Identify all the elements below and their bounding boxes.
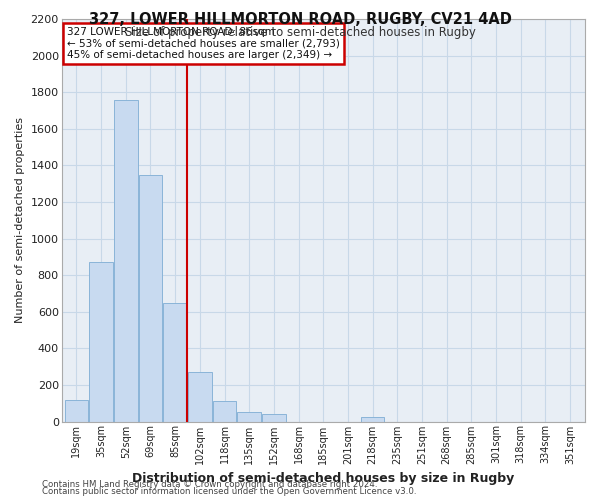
Text: Contains public sector information licensed under the Open Government Licence v3: Contains public sector information licen… xyxy=(42,488,416,496)
Bar xyxy=(213,402,236,421)
X-axis label: Distribution of semi-detached houses by size in Rugby: Distribution of semi-detached houses by … xyxy=(132,472,514,485)
Bar xyxy=(361,418,385,422)
Y-axis label: Number of semi-detached properties: Number of semi-detached properties xyxy=(15,118,25,324)
Bar xyxy=(114,100,137,421)
Bar xyxy=(238,412,261,422)
Text: 327 LOWER HILLMORTON ROAD: 86sqm
← 53% of semi-detached houses are smaller (2,79: 327 LOWER HILLMORTON ROAD: 86sqm ← 53% o… xyxy=(67,27,340,60)
Bar xyxy=(262,414,286,422)
Bar xyxy=(65,400,88,421)
Text: 327, LOWER HILLMORTON ROAD, RUGBY, CV21 4AD: 327, LOWER HILLMORTON ROAD, RUGBY, CV21 … xyxy=(89,12,511,28)
Text: Contains HM Land Registry data © Crown copyright and database right 2024.: Contains HM Land Registry data © Crown c… xyxy=(42,480,377,489)
Bar xyxy=(89,262,113,422)
Bar xyxy=(139,174,162,422)
Bar xyxy=(188,372,212,422)
Text: Size of property relative to semi-detached houses in Rugby: Size of property relative to semi-detach… xyxy=(125,26,475,39)
Bar xyxy=(163,302,187,422)
